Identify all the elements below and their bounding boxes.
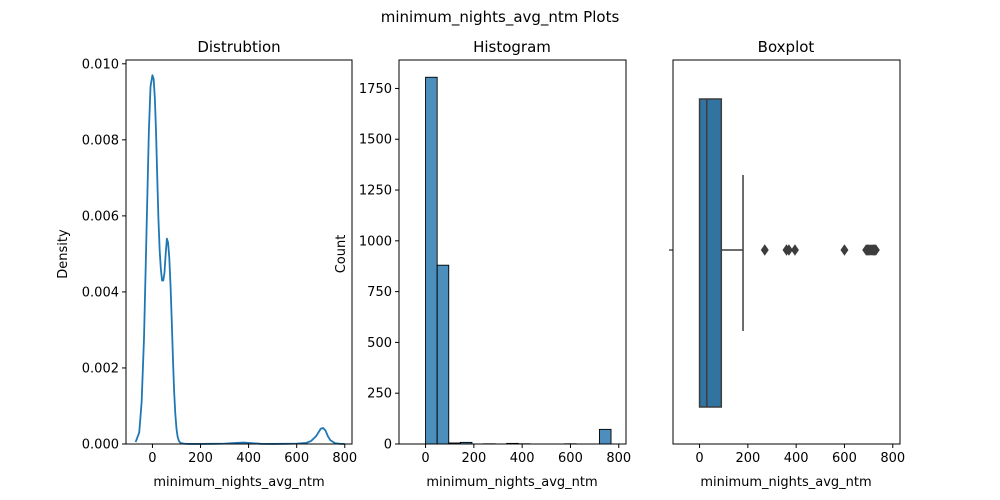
distribution-plot-area: 0 200 400 600 800 0.000 0.002 0.004 0.006 0.008 0.… (82, 57, 357, 466)
figure-suptitle: minimum_nights_avg_ntm Plots (381, 8, 620, 27)
histogram-xlabel: minimum_nights_avg_ntm (426, 475, 597, 490)
histogram-bar (425, 76, 438, 445)
distribution-axes-frame (125, 59, 353, 445)
distribution-title: Distrubtion (197, 38, 280, 56)
histogram-axes-frame (398, 59, 627, 445)
distribution-ytick-label: 0.000 (82, 438, 119, 453)
boxplot-xtick-label: 400 (784, 451, 809, 466)
box-outlier (871, 244, 880, 256)
histogram-title: Histogram (473, 38, 551, 56)
distribution-xtick-label: 0 (148, 451, 156, 466)
boxplot-xlabel: minimum_nights_avg_ntm (700, 475, 871, 490)
histogram-bar (598, 428, 612, 445)
histogram-xtick-label: 200 (461, 451, 486, 466)
histogram-ytick-label: 1000 (359, 234, 392, 249)
histogram-ytick-label: 750 (367, 285, 392, 300)
distribution-xtick-label: 800 (332, 451, 357, 466)
histogram-panel: Histogram minimum_nights_avg_ntm Count 0… (334, 38, 631, 490)
box-outlier (840, 244, 849, 256)
distribution-xtick-label: 400 (236, 451, 261, 466)
histogram-ytick-label: 1750 (359, 82, 392, 97)
histogram-ytick-label: 1250 (359, 184, 392, 199)
distribution-xtick-label: 200 (188, 451, 213, 466)
histogram-ytick-label: 1500 (359, 133, 392, 148)
distribution-ytick-label: 0.006 (82, 209, 119, 224)
histogram-ytick-label: 500 (367, 336, 392, 351)
distribution-xtick-label: 600 (284, 451, 309, 466)
histogram-plot-area: 0 200 400 600 800 0 250 500 750 1000 1250 1500 1750 (359, 76, 631, 466)
box-outlier (760, 244, 769, 256)
distribution-ytick-label: 0.010 (82, 57, 119, 72)
boxplot-title: Boxplot (758, 38, 815, 56)
boxplot-panel: Boxplot minimum_nights_avg_ntm 0 200 400 60… (669, 38, 905, 490)
distribution-ytick-label: 0.004 (82, 285, 119, 300)
boxplot-axes-frame (672, 59, 901, 445)
histogram-ytick-label: 250 (367, 387, 392, 402)
distribution-ytick-label: 0.002 (82, 361, 119, 376)
boxplot-xtick-label: 200 (735, 451, 760, 466)
distribution-xlabel: minimum_nights_avg_ntm (153, 475, 324, 490)
histogram-xtick-label: 0 (421, 451, 429, 466)
histogram-xtick-label: 600 (558, 451, 583, 466)
distribution-ytick-label: 0.008 (82, 133, 119, 148)
distribution-ylabel: Density (56, 229, 71, 279)
box-outlier (790, 244, 799, 256)
boxplot-xtick-label: 800 (880, 451, 905, 466)
density-line (134, 74, 345, 445)
boxplot-xtick-label: 600 (832, 451, 857, 466)
histogram-ytick-label: 0 (384, 438, 392, 453)
boxplot-xtick-label: 0 (695, 451, 703, 466)
histogram-bar (436, 264, 450, 445)
boxplot-plot-area: 0 200 400 600 800 (669, 98, 905, 466)
histogram-ylabel: Count (334, 235, 349, 274)
histogram-xtick-label: 800 (606, 451, 631, 466)
box-outlier (784, 244, 793, 256)
distribution-panel: Distrubtion minimum_nights_avg_ntm Densi… (56, 38, 357, 490)
histogram-xtick-label: 400 (510, 451, 535, 466)
box-iqr (698, 98, 723, 408)
